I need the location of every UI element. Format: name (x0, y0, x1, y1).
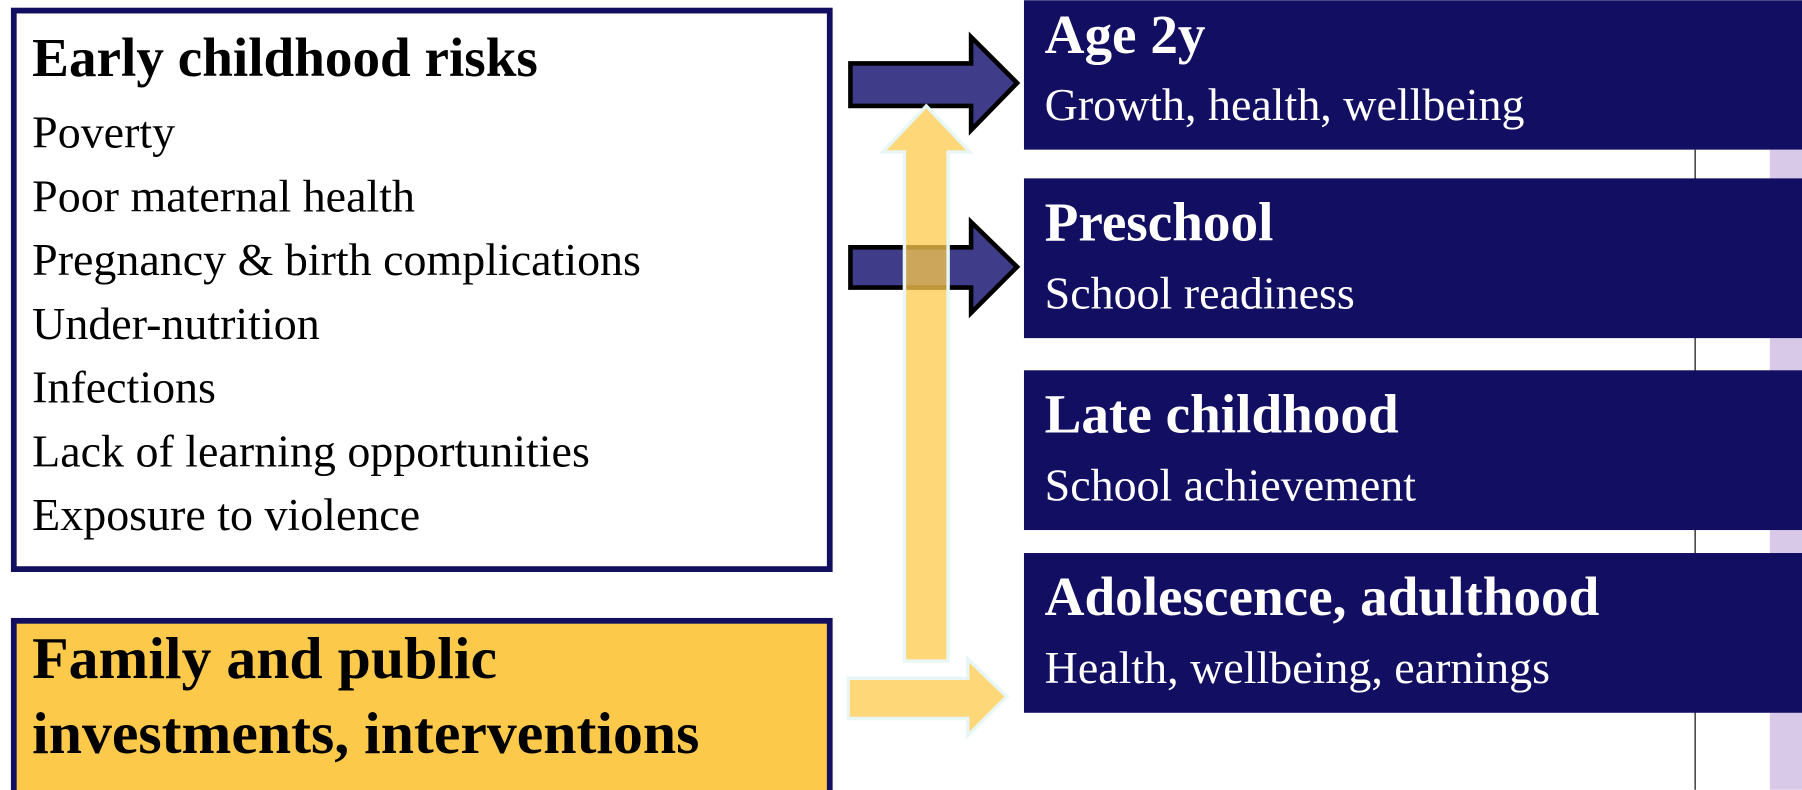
outcome-subtitle: Health, wellbeing, earnings (1045, 642, 1550, 693)
outcome-title: Age 2y (1045, 4, 1206, 65)
arrow (848, 31, 1021, 136)
investments-line: investments, interventions (32, 700, 699, 766)
outcome-subtitle: School achievement (1045, 459, 1417, 510)
risk-item: Lack of learning opportunities (32, 425, 590, 476)
outcomes: Age 2y Growth, health, wellbeing Preschool… (1023, 0, 1802, 713)
risks-box (10, 7, 833, 572)
risk-item: Infections (32, 362, 216, 413)
outcome-box (1023, 178, 1802, 339)
risk-item: Poor maternal health (32, 170, 415, 221)
risk-item: Poverty (32, 107, 175, 158)
outcome-subtitle: School readiness (1045, 267, 1355, 318)
risks-title: Early childhood risks (32, 27, 538, 88)
outcome-title: Adolescence, adulthood (1045, 566, 1600, 627)
arrow (846, 654, 1010, 740)
investments-line: Family and public (32, 625, 497, 691)
outcome-box (1023, 0, 1802, 150)
risk-items: Poverty Poor maternal health Pregnancy & b… (32, 107, 641, 541)
outcome-box (1023, 553, 1802, 713)
outcome-subtitle: Growth, health, wellbeing (1045, 79, 1525, 130)
outcome-title: Preschool (1045, 191, 1274, 252)
outcome-box (1023, 370, 1802, 531)
arrow (878, 103, 974, 663)
investments-box (10, 617, 833, 790)
risk-item: Pregnancy & birth complications (32, 234, 641, 285)
outcome-title: Late childhood (1045, 383, 1399, 444)
risk-item: Under-nutrition (32, 298, 320, 349)
risk-item: Exposure to violence (32, 489, 420, 540)
